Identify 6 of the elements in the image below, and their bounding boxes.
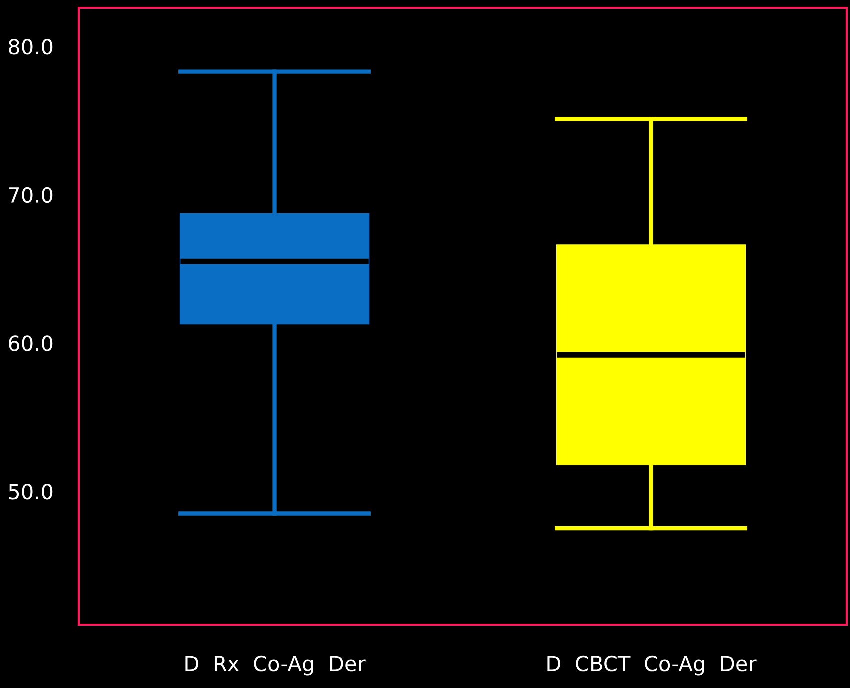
- y-tick-label: 80.0: [9, 39, 53, 55]
- y-tick-label: 60.0: [9, 336, 53, 352]
- y-tick-label: 70.0: [9, 187, 53, 204]
- y-tick-label: 50.0: [9, 484, 53, 500]
- x-tick-label: D CBCT Co-Ag Der: [548, 656, 757, 676]
- x-tick-label: D Rx Co-Ag Der: [186, 656, 366, 676]
